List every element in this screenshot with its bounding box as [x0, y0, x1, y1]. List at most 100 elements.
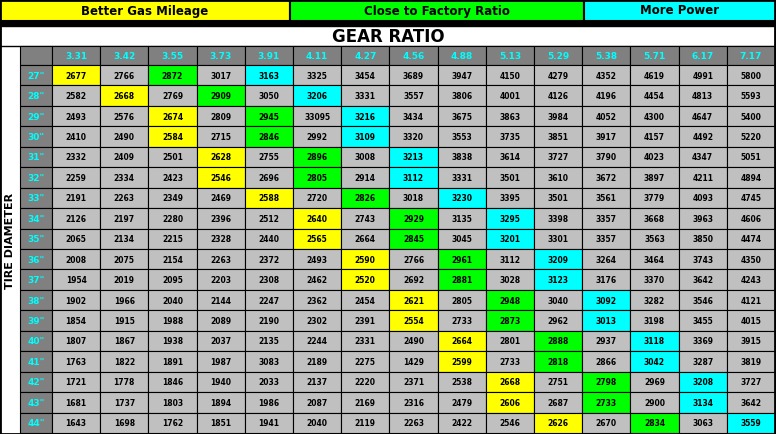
- Bar: [390, 86, 438, 107]
- Text: 2818: 2818: [548, 357, 569, 366]
- Text: 3013: 3013: [596, 316, 617, 326]
- Text: 2169: 2169: [355, 398, 376, 407]
- Bar: [486, 188, 534, 209]
- Text: 3.42: 3.42: [113, 52, 136, 61]
- Bar: [244, 229, 293, 250]
- Text: 1938: 1938: [162, 337, 183, 346]
- Text: 1681: 1681: [65, 398, 87, 407]
- Bar: [244, 127, 293, 148]
- Bar: [20, 311, 52, 331]
- Text: 2263: 2263: [403, 418, 424, 427]
- Bar: [20, 86, 52, 107]
- Text: 2203: 2203: [210, 276, 231, 285]
- Text: 2873: 2873: [499, 316, 521, 326]
- Text: 33095: 33095: [304, 112, 330, 122]
- Bar: [52, 229, 100, 250]
- Text: 33": 33": [27, 194, 45, 203]
- Text: 3163: 3163: [258, 72, 279, 81]
- Text: 2137: 2137: [307, 378, 327, 387]
- Text: 2302: 2302: [307, 316, 327, 326]
- Bar: [100, 270, 148, 290]
- Bar: [534, 66, 582, 86]
- Text: 3301: 3301: [548, 235, 569, 244]
- Bar: [630, 168, 678, 188]
- Bar: [20, 352, 52, 372]
- Bar: [293, 372, 341, 392]
- Text: 3553: 3553: [452, 133, 472, 142]
- Bar: [100, 413, 148, 433]
- Text: 3357: 3357: [596, 214, 617, 224]
- Bar: [678, 86, 727, 107]
- Bar: [52, 290, 100, 311]
- Text: 4121: 4121: [740, 296, 761, 305]
- Text: 3123: 3123: [548, 276, 569, 285]
- Text: 3092: 3092: [596, 296, 617, 305]
- Text: 2670: 2670: [596, 418, 617, 427]
- Bar: [727, 66, 775, 86]
- Text: 4001: 4001: [500, 92, 521, 101]
- Bar: [293, 188, 341, 209]
- Bar: [630, 127, 678, 148]
- Bar: [244, 148, 293, 168]
- Text: 4.11: 4.11: [306, 52, 328, 61]
- Text: 3045: 3045: [452, 235, 472, 244]
- Text: 2766: 2766: [403, 255, 424, 264]
- Bar: [582, 86, 630, 107]
- Bar: [100, 188, 148, 209]
- Bar: [486, 229, 534, 250]
- Text: 3208: 3208: [692, 378, 713, 387]
- Text: 5400: 5400: [740, 112, 761, 122]
- Bar: [678, 209, 727, 229]
- Bar: [20, 107, 52, 127]
- Bar: [20, 372, 52, 392]
- Text: 4126: 4126: [548, 92, 569, 101]
- Bar: [148, 209, 196, 229]
- Text: 2866: 2866: [596, 357, 617, 366]
- Bar: [244, 352, 293, 372]
- Text: 2095: 2095: [162, 276, 183, 285]
- Bar: [293, 270, 341, 290]
- Text: 2590: 2590: [355, 255, 376, 264]
- Bar: [52, 311, 100, 331]
- Bar: [293, 331, 341, 352]
- Bar: [290, 0, 584, 22]
- Text: 2316: 2316: [403, 398, 424, 407]
- Bar: [244, 188, 293, 209]
- Text: 3395: 3395: [500, 194, 521, 203]
- Bar: [148, 47, 196, 66]
- Bar: [486, 372, 534, 392]
- Text: 3008: 3008: [355, 153, 376, 162]
- Bar: [244, 47, 293, 66]
- Bar: [390, 229, 438, 250]
- Bar: [534, 311, 582, 331]
- Bar: [678, 250, 727, 270]
- Text: 3018: 3018: [403, 194, 424, 203]
- Bar: [196, 188, 244, 209]
- Bar: [100, 86, 148, 107]
- Bar: [100, 352, 148, 372]
- Bar: [486, 66, 534, 86]
- Bar: [293, 352, 341, 372]
- Text: 2751: 2751: [548, 378, 569, 387]
- Bar: [582, 47, 630, 66]
- Text: 1846: 1846: [162, 378, 183, 387]
- Bar: [438, 127, 486, 148]
- Bar: [727, 107, 775, 127]
- Bar: [582, 270, 630, 290]
- Text: 3501: 3501: [500, 174, 521, 183]
- Bar: [341, 209, 390, 229]
- Text: 2888: 2888: [547, 337, 569, 346]
- Bar: [438, 168, 486, 188]
- Text: 5.13: 5.13: [499, 52, 521, 61]
- Bar: [341, 107, 390, 127]
- Bar: [630, 47, 678, 66]
- Text: 2372: 2372: [258, 255, 279, 264]
- Bar: [148, 392, 196, 413]
- Text: 3282: 3282: [644, 296, 665, 305]
- Bar: [341, 148, 390, 168]
- Bar: [0, 27, 776, 47]
- Text: 2075: 2075: [114, 255, 135, 264]
- Text: 3561: 3561: [596, 194, 617, 203]
- Text: 2881: 2881: [451, 276, 473, 285]
- Bar: [244, 392, 293, 413]
